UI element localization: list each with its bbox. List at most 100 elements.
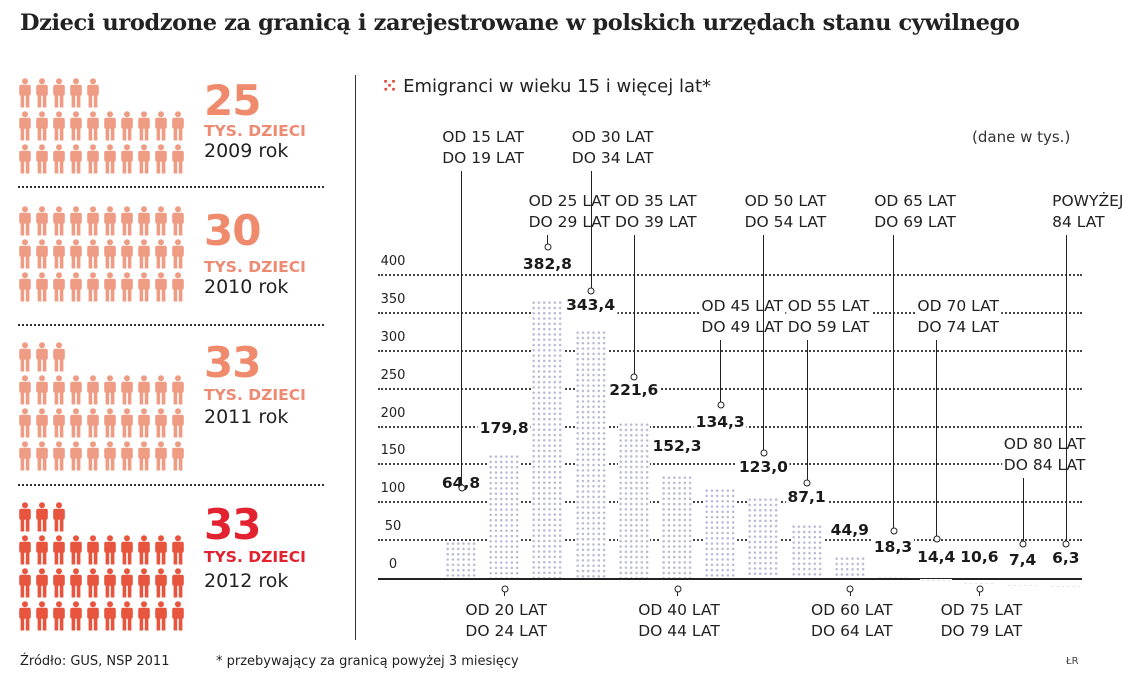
person-icon xyxy=(138,272,150,302)
y-tick-label: 300 xyxy=(380,329,406,345)
leader-line xyxy=(936,340,938,539)
person-icon xyxy=(53,502,65,532)
person-icon xyxy=(121,535,133,565)
person-icon xyxy=(155,206,167,236)
bar xyxy=(747,496,780,578)
y-tick-label: 250 xyxy=(380,367,406,383)
person-icon xyxy=(172,535,184,565)
category-label-line1: OD 35 LAT xyxy=(615,192,697,210)
category-label: OD 25 LAT DO 29 LAT xyxy=(526,191,613,233)
bar xyxy=(1049,585,1082,588)
person-icon xyxy=(121,601,133,631)
category-label: OD 60 LAT DO 64 LAT xyxy=(809,600,895,642)
person-icon xyxy=(53,441,65,471)
births-year: 2010 rok xyxy=(204,276,289,298)
bar-value-label: 221,6 xyxy=(607,381,661,399)
category-label: OD 30 LAT DO 34 LAT xyxy=(569,127,656,169)
person-icon xyxy=(87,78,99,108)
person-icon xyxy=(138,206,150,236)
category-label-line2: DO 34 LAT xyxy=(571,149,654,167)
person-icon xyxy=(87,441,99,471)
person-icon xyxy=(36,375,48,405)
person-icon xyxy=(19,206,31,236)
y-tick-label: 400 xyxy=(380,254,406,269)
person-icon xyxy=(53,342,65,372)
category-label-line1: OD 45 LAT xyxy=(701,297,783,315)
y-tick-label: 100 xyxy=(380,481,406,497)
person-icon xyxy=(138,441,150,471)
person-icon xyxy=(121,239,133,269)
person-icon xyxy=(70,408,82,438)
person-icon xyxy=(104,601,116,631)
bar xyxy=(574,329,607,578)
footnote: * przebywający za granicą powyżej 3 mies… xyxy=(216,654,519,669)
person-icon xyxy=(19,535,31,565)
category-label-line1: OD 40 LAT xyxy=(638,601,720,619)
births-value: 30 xyxy=(204,206,261,255)
person-icons xyxy=(18,206,186,305)
person-icon xyxy=(87,239,99,269)
person-icon xyxy=(155,601,167,631)
leader-line xyxy=(461,171,462,488)
person-icon xyxy=(36,78,48,108)
leader-pin xyxy=(674,585,681,593)
category-label-line1: OD 30 LAT xyxy=(571,128,654,146)
person-icon xyxy=(36,441,48,471)
births-year: 2012 rok xyxy=(204,570,289,592)
person-icon xyxy=(155,535,167,565)
category-label-line1: OD 70 LAT xyxy=(917,297,999,315)
person-icon xyxy=(155,239,167,269)
category-label: OD 40 LAT DO 44 LAT xyxy=(636,600,722,642)
person-icon xyxy=(121,206,133,236)
births-value: 25 xyxy=(204,76,261,125)
category-label-line2: DO 19 LAT xyxy=(442,149,524,167)
category-label-line2: DO 79 LAT xyxy=(940,622,1023,640)
person-icon xyxy=(70,535,82,565)
person-icon xyxy=(53,111,65,141)
person-icon xyxy=(104,111,116,141)
x-axis xyxy=(378,578,1082,580)
bar xyxy=(877,576,909,579)
person-icon xyxy=(87,601,99,631)
chart-title: ⁙ Emigranci w wieku 15 i więcej lat* xyxy=(382,76,711,97)
person-icon xyxy=(87,206,99,236)
person-icon xyxy=(19,568,31,598)
person-icon xyxy=(87,535,99,565)
person-icon xyxy=(87,272,99,302)
births-year: 2011 rok xyxy=(204,406,289,428)
person-icon xyxy=(155,272,167,302)
person-icon xyxy=(70,272,82,302)
leader-line xyxy=(849,590,851,596)
category-label: OD 80 LAT DO 84 LAT xyxy=(1001,434,1088,476)
bar-value-label: 7,4 xyxy=(1006,551,1039,569)
category-label-line1: OD 75 LAT xyxy=(940,601,1023,619)
bar-value-label: 343,4 xyxy=(564,296,618,314)
person-icon xyxy=(121,144,133,174)
person-icon xyxy=(19,408,31,438)
leader-line xyxy=(677,590,678,596)
bar xyxy=(704,488,737,578)
bar-value-label: 44,9 xyxy=(828,521,871,539)
person-icon xyxy=(53,375,65,405)
leader-line xyxy=(720,340,722,405)
births-unit: TYS. DZIECI xyxy=(204,258,306,276)
gridline xyxy=(378,274,1082,276)
category-label-line1: OD 25 LAT xyxy=(528,192,611,210)
separator xyxy=(18,484,324,486)
person-icon xyxy=(19,502,31,532)
person-icon xyxy=(172,144,184,174)
person-icon xyxy=(70,239,82,269)
person-icon xyxy=(121,375,133,405)
person-icon xyxy=(19,342,31,372)
person-icon xyxy=(70,568,82,598)
person-icon xyxy=(104,535,116,565)
leader-pin xyxy=(1062,540,1070,548)
person-icon xyxy=(172,239,184,269)
panel-divider xyxy=(355,75,356,640)
separator xyxy=(18,186,324,188)
person-icon xyxy=(121,272,133,302)
person-icon xyxy=(121,408,133,438)
leader-pin xyxy=(458,484,465,492)
y-tick-label: 350 xyxy=(380,291,406,307)
person-icon xyxy=(36,272,48,302)
